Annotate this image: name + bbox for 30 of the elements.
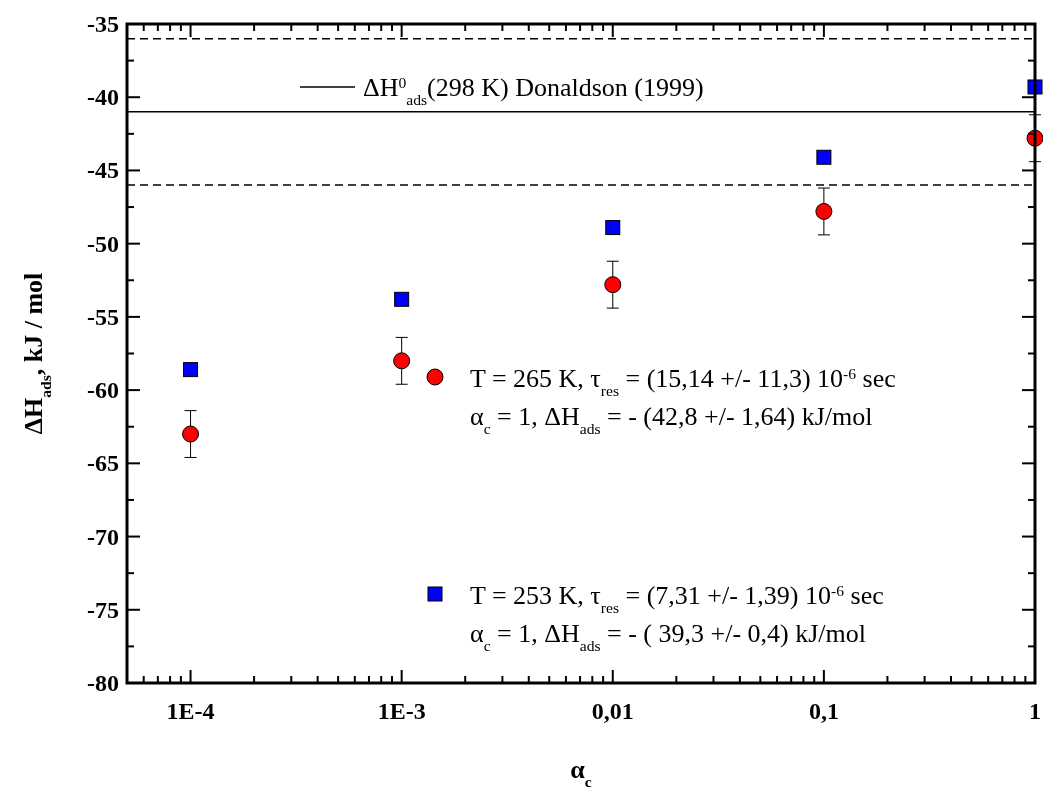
x-tick-label: 1E-4 xyxy=(166,698,215,724)
y-tick-label: -70 xyxy=(87,523,119,550)
y-tick-label: -35 xyxy=(87,11,119,37)
y-tick-label: -65 xyxy=(87,450,119,477)
point xyxy=(816,149,832,165)
point xyxy=(815,202,833,220)
y-tick-label: -45 xyxy=(87,157,119,184)
x-tick-label: 1 xyxy=(1029,698,1041,724)
point xyxy=(605,220,621,236)
x-tick-label: 0,01 xyxy=(591,698,634,724)
y-tick-label: -80 xyxy=(87,670,119,696)
point xyxy=(1027,79,1043,95)
annotation: α$_{c}$ = 1, ΔH$_{ads}$ = - ( 39,3 +/- 0,4) kJ/mol xyxy=(470,619,866,654)
point xyxy=(183,362,199,378)
y-tick-label: -50 xyxy=(87,230,119,257)
legend-label: T = 253 K, τ$_{res}$ = (7,31 +/- 1,39) 10$^{-6}$ sec xyxy=(470,581,884,616)
point xyxy=(393,352,411,370)
y-tick-label: -60 xyxy=(87,377,119,404)
y-tick-label: -40 xyxy=(87,84,119,111)
x-axis-title: α$_{c}$ xyxy=(570,755,592,790)
annotation: α$_{c}$ = 1, ΔH$_{ads}$ = - (42,8 +/- 1,64) kJ/mol xyxy=(470,402,873,437)
x-tick-label: 0,1 xyxy=(808,698,839,724)
point xyxy=(604,276,622,294)
y-tick-label: -75 xyxy=(87,596,119,623)
x-tick-label: 1E-3 xyxy=(377,698,426,724)
point xyxy=(394,291,410,307)
legend-label: T = 265 K, τ$_{res}$ = (15,14 +/- 11,3) 10$^{-6}$ sec xyxy=(470,364,896,399)
legend-label: ΔH$^{0}$$_{ads}$(298 K) Donaldson (1999) xyxy=(363,73,704,108)
y-tick-label: -55 xyxy=(87,303,119,330)
point xyxy=(182,425,200,443)
